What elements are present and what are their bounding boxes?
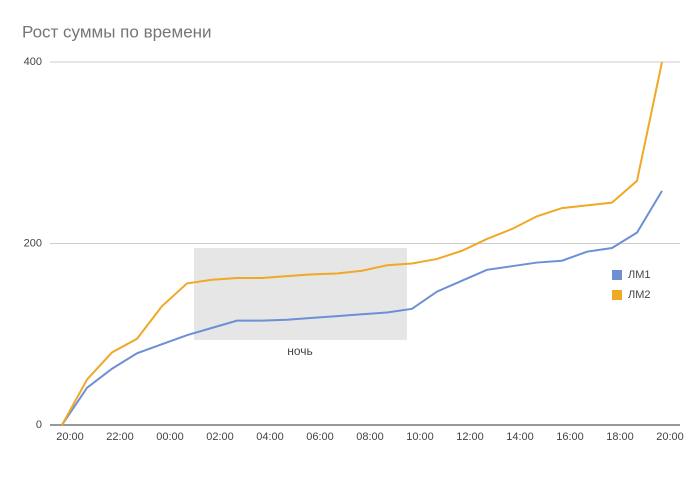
x-tick-label: 02:00 bbox=[206, 431, 234, 443]
legend-swatch bbox=[612, 270, 622, 280]
annotation: ночь bbox=[287, 344, 313, 358]
series-line bbox=[61, 190, 663, 426]
x-tick-label: 10:00 bbox=[406, 431, 434, 443]
y-tick-label: 400 bbox=[24, 56, 42, 68]
x-tick-label: 00:00 bbox=[156, 431, 184, 443]
x-tick-label: 16:00 bbox=[556, 431, 584, 443]
y-tick-label: 0 bbox=[36, 419, 42, 431]
x-tick-label: 22:00 bbox=[106, 431, 134, 443]
x-tick-label: 14:00 bbox=[506, 431, 534, 443]
legend-label: ЛМ1 bbox=[628, 269, 651, 281]
x-tick-label: 08:00 bbox=[356, 431, 384, 443]
y-tick-label: 200 bbox=[24, 237, 42, 249]
series-line bbox=[61, 61, 663, 426]
x-tick-label: 04:00 bbox=[256, 431, 284, 443]
chart-title: Рост суммы по времени bbox=[22, 22, 212, 41]
x-tick-label: 12:00 bbox=[456, 431, 484, 443]
legend-swatch bbox=[612, 290, 622, 300]
x-tick-label: 20:00 bbox=[656, 431, 684, 443]
legend-label: ЛМ2 bbox=[628, 289, 651, 301]
night-region bbox=[194, 248, 407, 340]
x-tick-label: 20:00 bbox=[56, 431, 84, 443]
x-tick-label: 18:00 bbox=[606, 431, 634, 443]
x-tick-label: 06:00 bbox=[306, 431, 334, 443]
